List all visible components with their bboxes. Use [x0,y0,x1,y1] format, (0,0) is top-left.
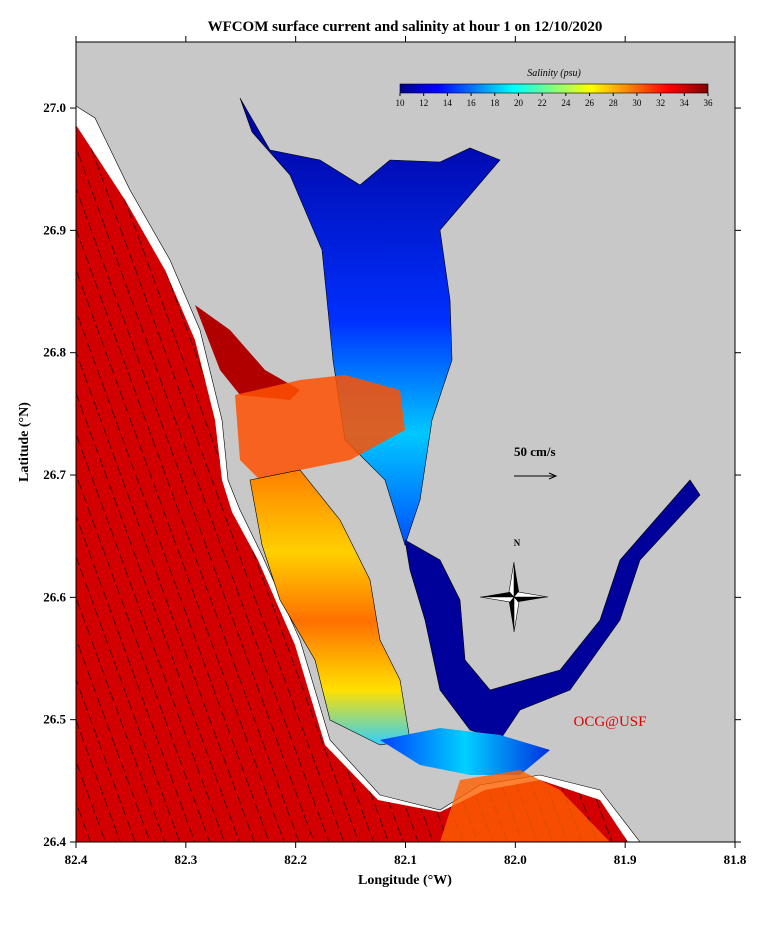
colorbar-tick-label: 26 [585,98,595,108]
x-tick-label: 82.1 [394,852,417,867]
charlotte-harbor [239,97,501,546]
colorbar-tick-label: 18 [490,98,500,108]
colorbar-tick-label: 12 [419,98,428,108]
y-tick-label: 26.7 [43,467,66,482]
map-area [75,41,736,843]
y-tick-label: 27.0 [43,100,66,115]
colorbar-tick-label: 20 [514,98,524,108]
colorbar-tick-label: 34 [680,98,690,108]
scale-head [548,472,558,480]
x-tick-label: 81.9 [614,852,637,867]
scale-arrow: 50 cm/s [514,444,558,480]
y-tick-label: 26.4 [43,834,66,849]
x-tick-label: 81.8 [724,852,747,867]
x-tick-label: 82.3 [174,852,197,867]
current-vectors [76,125,628,842]
colorbar: Salinity (psu) [399,68,709,94]
y-axis-label: Latitude (°N) [17,402,32,482]
credit: OCG@USF [573,714,646,730]
colorbar-tick-label: 22 [538,98,547,108]
colorbar-tick-label: 30 [632,98,642,108]
y-tick-label: 26.6 [43,589,66,604]
scale-label: 50 cm/s [514,444,556,459]
x-tick-label: 82.0 [504,852,527,867]
y-tick-label: 26.8 [43,345,66,360]
colorbar-tick-label: 10 [396,98,406,108]
estero-bay-water [440,770,610,842]
compass-north: N [514,538,521,548]
x-tick-label: 82.4 [65,852,88,867]
colorbar-tick-label: 14 [443,98,453,108]
x-axis-label: Longitude (°W) [358,873,452,888]
map-title: WFCOM surface current and salinity at ho… [208,19,603,35]
boca-grande [235,375,405,480]
colorbar-tick-label: 16 [467,98,477,108]
san-carlos-bay [380,728,550,775]
y-tick-label: 26.9 [43,222,66,237]
x-tick-label: 82.2 [284,852,307,867]
colorbar-scale [399,83,709,94]
caloosahatchee [404,479,701,741]
colorbar-title: Salinity (psu) [527,68,581,79]
colorbar-tick-label: 24 [561,98,571,108]
colorbar-tick-label: 32 [656,98,665,108]
colorbar-tick-label: 28 [609,98,619,108]
lemon-bay [195,305,300,400]
compass: N [479,538,549,633]
colorbar-tick-label: 36 [704,98,714,108]
y-tick-label: 26.5 [43,712,66,727]
